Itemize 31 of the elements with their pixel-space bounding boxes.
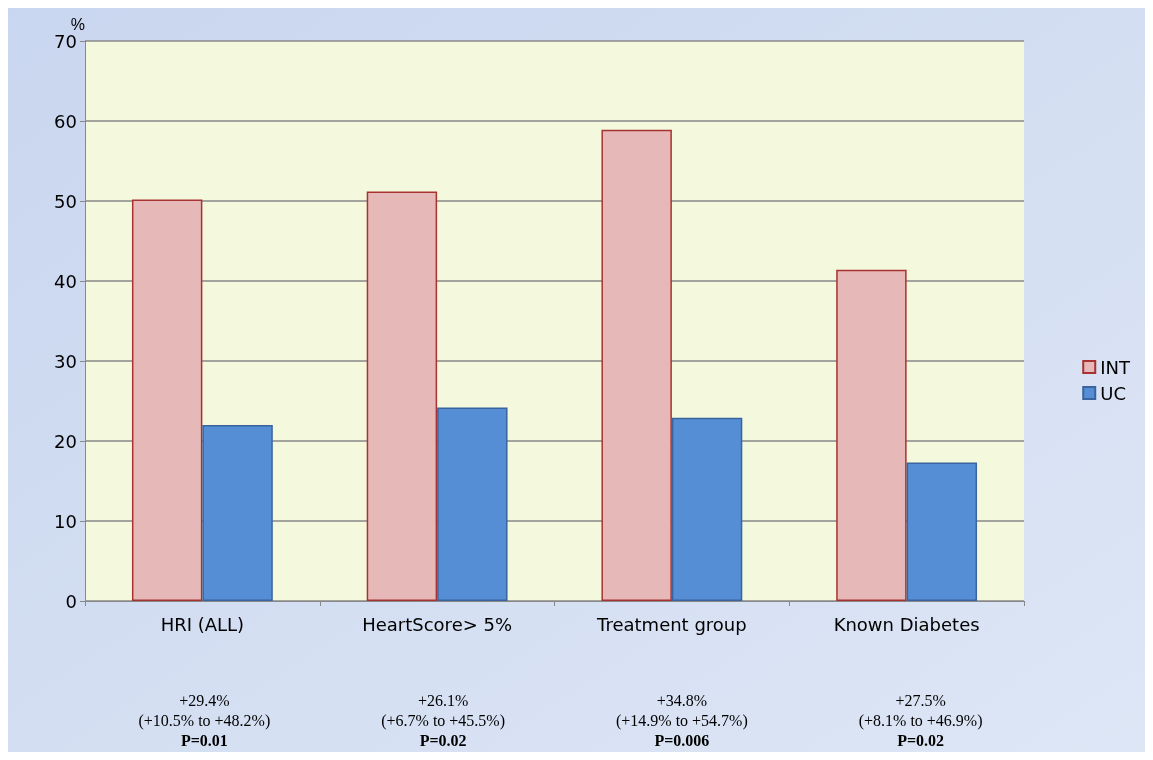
bar — [906, 462, 978, 601]
legend-label: INT — [1100, 356, 1131, 378]
text: P=0.006 — [654, 731, 710, 749]
bar — [437, 407, 508, 601]
bar — [202, 425, 273, 601]
bar — [836, 269, 907, 601]
text: +29.4% (+10.5% to +48.2%) — [138, 691, 271, 730]
y-tick-label: 30 — [54, 350, 77, 372]
text: +34.8% (+14.9% to +54.7%) — [615, 691, 748, 730]
bar — [671, 417, 743, 601]
y-tick-label: 50 — [54, 190, 77, 212]
bar — [601, 129, 672, 601]
bar — [131, 199, 203, 601]
text: +26.1% (+6.7% to +45.5%) — [381, 691, 506, 730]
x-tick-label: Known Diabetes — [833, 613, 980, 635]
legend-label: UC — [1100, 382, 1126, 404]
y-tick-label: 20 — [54, 430, 77, 452]
y-tick-label: 40 — [54, 270, 77, 292]
bar — [366, 191, 438, 601]
text: P=0.02 — [897, 731, 945, 749]
y-tick-label: 10 — [54, 510, 77, 532]
y-tick-label: 70 — [54, 30, 77, 52]
x-tick-label: Treatment group — [596, 613, 747, 635]
text: P=0.01 — [180, 731, 228, 749]
y-tick-label: 0 — [65, 590, 77, 612]
y-axis-title: % — [70, 15, 85, 33]
text: +27.5% (+8.1% to +46.9%) — [858, 691, 983, 730]
text: P=0.02 — [419, 731, 467, 749]
x-tick-label: HeartScore> 5% — [362, 613, 513, 635]
x-tick-label: HRI (ALL) — [160, 613, 245, 635]
y-tick-label: 60 — [54, 110, 77, 132]
